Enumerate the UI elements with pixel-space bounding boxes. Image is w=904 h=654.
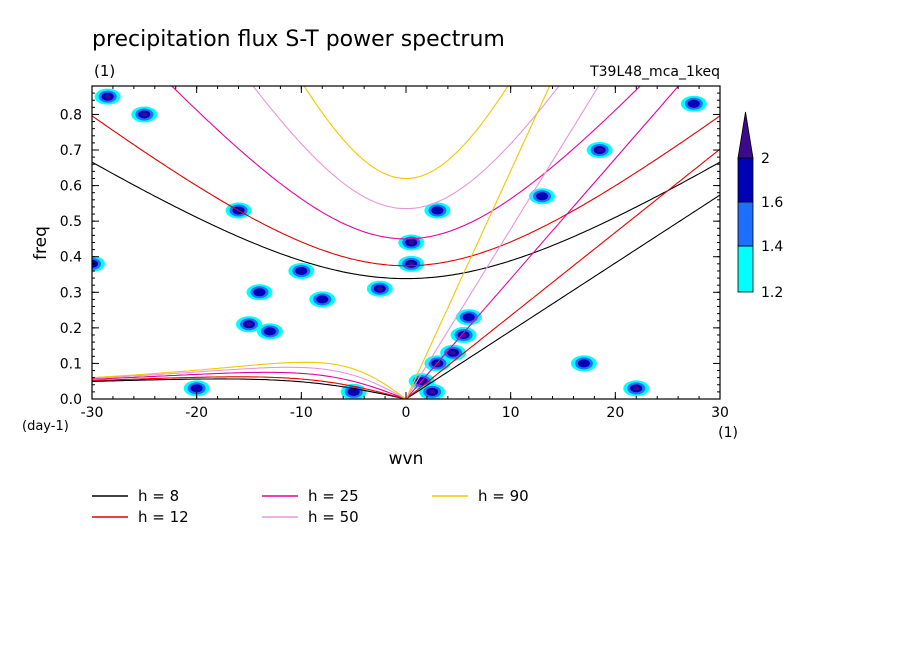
y-tick-label: 0.0 <box>60 392 82 408</box>
x-tick-label: -10 <box>290 405 313 421</box>
contour-blob <box>431 206 444 215</box>
legend-label: h = 50 <box>308 508 359 526</box>
y-tick-label: 0.8 <box>60 107 82 123</box>
contour-blob <box>687 99 700 108</box>
equatorial-rossby-curve <box>92 378 409 399</box>
contour-blob <box>450 350 457 355</box>
legend-label: h = 12 <box>138 508 189 526</box>
y-tick-label: 0.4 <box>60 250 82 266</box>
y-tick-label: 0.7 <box>60 143 82 159</box>
kelvin-curve <box>405 86 680 399</box>
colorbar-label: 2 <box>761 151 770 167</box>
y-tick-labels: 0.0 0.1 0.2 0.3 0.4 0.5 0.6 0.7 0.8 <box>60 107 82 408</box>
x-axis-label: wvn <box>389 449 424 469</box>
colorbar-segment <box>737 245 754 293</box>
legend-label: h = 25 <box>308 487 359 505</box>
inertia-gravity-curve <box>92 115 720 267</box>
contour-blob <box>596 148 603 153</box>
x-tick-label: 10 <box>502 405 520 421</box>
x-tick-label: 0 <box>402 405 411 421</box>
kelvin-curve <box>405 86 600 399</box>
contour-blob <box>376 286 383 291</box>
x-tick-labels: -30 -20 -10 0 10 20 30 <box>81 405 729 421</box>
contour-blob <box>141 112 148 117</box>
colorbar-segment <box>737 157 754 203</box>
chart-subtitle-right: T39L48_mca_1keq <box>589 64 720 80</box>
x-tick-label: -30 <box>81 405 104 421</box>
kelvin-curve <box>405 194 720 399</box>
legend: h = 8 h = 12 h = 25 h = 50 h = 90 <box>92 487 529 526</box>
inertia-gravity-curve <box>252 86 560 210</box>
chart-title: precipitation flux S-T power spectrum <box>92 27 505 52</box>
x-tick-label: 20 <box>606 405 624 421</box>
equatorial-rossby-curve <box>92 366 408 399</box>
contour-blob <box>104 94 111 99</box>
x-tick-label: -20 <box>185 405 208 421</box>
y-tick-label: 0.3 <box>60 285 82 301</box>
colorbar-label: 1.2 <box>761 285 783 301</box>
y-axis-label: freq <box>31 226 51 260</box>
contour-blob <box>429 389 436 394</box>
contour-blob <box>190 384 203 393</box>
y-tick-label: 0.6 <box>60 179 82 195</box>
x-unit-label: (1) <box>718 425 738 441</box>
contour-blob <box>408 261 415 266</box>
y-tick-label: 0.1 <box>60 356 82 372</box>
inertia-gravity-curve <box>171 86 641 240</box>
y-tick-label: 0.2 <box>60 321 82 337</box>
contour-blob <box>246 322 252 327</box>
x-tick-label: 30 <box>711 405 729 421</box>
y-unit-label: (day-1) <box>22 419 69 434</box>
equatorial-rossby-curve <box>92 376 409 399</box>
kelvin-curve <box>405 148 720 399</box>
equatorial-rossby-curve <box>92 371 408 399</box>
contour-blob <box>347 387 360 396</box>
chart-subtitle-left: (1) <box>94 62 115 80</box>
dispersion-curves-layer <box>92 86 720 399</box>
contour-blob <box>577 359 590 368</box>
contour-blob <box>536 192 549 201</box>
plot-area <box>92 86 720 399</box>
equatorial-rossby-curve <box>92 361 407 399</box>
y-tick-label: 0.5 <box>60 214 82 230</box>
colorbar-segment <box>737 201 754 247</box>
colorbar-label: 1.6 <box>761 195 783 211</box>
colorbar-label: 1.4 <box>761 239 783 255</box>
contour-blob <box>253 288 266 297</box>
tick-marks <box>91 85 721 400</box>
contour-blob <box>316 295 329 304</box>
kelvin-curve <box>405 86 551 399</box>
inertia-gravity-curve <box>92 161 720 280</box>
contour-blob <box>263 327 276 336</box>
contour-blob <box>633 386 640 391</box>
legend-label: h = 8 <box>138 487 179 505</box>
colorbar: 1.2 1.4 1.6 2 <box>737 111 783 301</box>
inertia-gravity-curve <box>303 86 509 180</box>
contour-blob <box>295 266 308 275</box>
contour-blob <box>408 240 415 245</box>
legend-label: h = 90 <box>478 487 529 505</box>
contour-blob <box>462 313 475 322</box>
colorbar-top-arrow <box>737 111 754 159</box>
